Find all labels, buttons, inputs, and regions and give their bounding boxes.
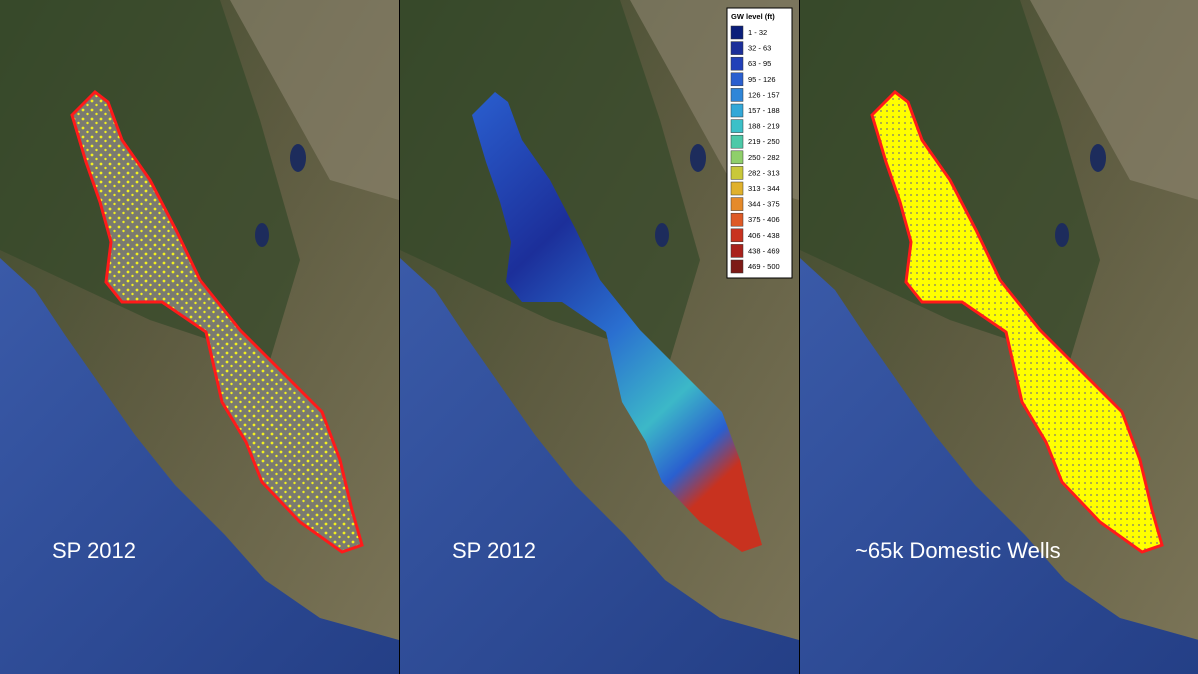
- panel-label: SP 2012: [52, 538, 136, 563]
- legend-swatch: [730, 56, 744, 71]
- legend-label: 438 - 469: [748, 246, 780, 255]
- legend-label: 1 - 32: [748, 28, 767, 37]
- map-panel: ~65k Domestic Wells: [800, 0, 1198, 674]
- panel-label: ~65k Domestic Wells: [855, 538, 1061, 563]
- legend-swatch: [730, 119, 744, 133]
- legend-label: 250 - 282: [748, 153, 780, 162]
- legend-swatch: [730, 25, 744, 40]
- legend-label: 126 - 157: [748, 90, 780, 99]
- satellite-basemap: [800, 0, 1198, 674]
- legend-swatch: [730, 228, 744, 243]
- legend-title: GW level (ft): [731, 12, 775, 21]
- legend-label: 313 - 344: [748, 184, 780, 193]
- legend-swatch: [730, 181, 744, 196]
- legend-swatch: [730, 244, 744, 258]
- map-panel: SP 2012 GW level (ft) 1 - 32 32 - 63 63 - …: [400, 0, 799, 674]
- legend-label: 219 - 250: [748, 137, 780, 146]
- legend-swatch: [730, 134, 744, 149]
- satellite-basemap: [0, 0, 399, 674]
- map-panel: SP 2012: [0, 0, 399, 674]
- legend-label: 344 - 375: [748, 200, 780, 209]
- legend-label: 469 - 500: [748, 262, 780, 271]
- legend-swatch: [730, 212, 744, 227]
- legend-label: 32 - 63: [748, 44, 771, 53]
- legend-swatch: [730, 150, 744, 165]
- legend-label: 375 - 406: [748, 215, 780, 224]
- legend-swatch: [730, 103, 744, 118]
- legend-swatch: [730, 72, 744, 87]
- legend-label: 406 - 438: [748, 231, 780, 240]
- legend-label: 188 - 219: [748, 122, 780, 131]
- legend-swatch: [730, 166, 744, 180]
- panel-label: SP 2012: [452, 538, 536, 563]
- legend-swatch: [730, 197, 744, 211]
- legend: GW level (ft) 1 - 32 32 - 63 63 - 95 95 - 1…: [726, 7, 793, 279]
- legend-swatch: [730, 88, 744, 102]
- legend-label: 95 - 126: [748, 75, 776, 84]
- legend-label: 63 - 95: [748, 59, 771, 68]
- legend-label: 157 - 188: [748, 106, 780, 115]
- legend-swatch: [730, 41, 744, 55]
- legend-swatch: [730, 259, 744, 274]
- legend-label: 282 - 313: [748, 168, 780, 177]
